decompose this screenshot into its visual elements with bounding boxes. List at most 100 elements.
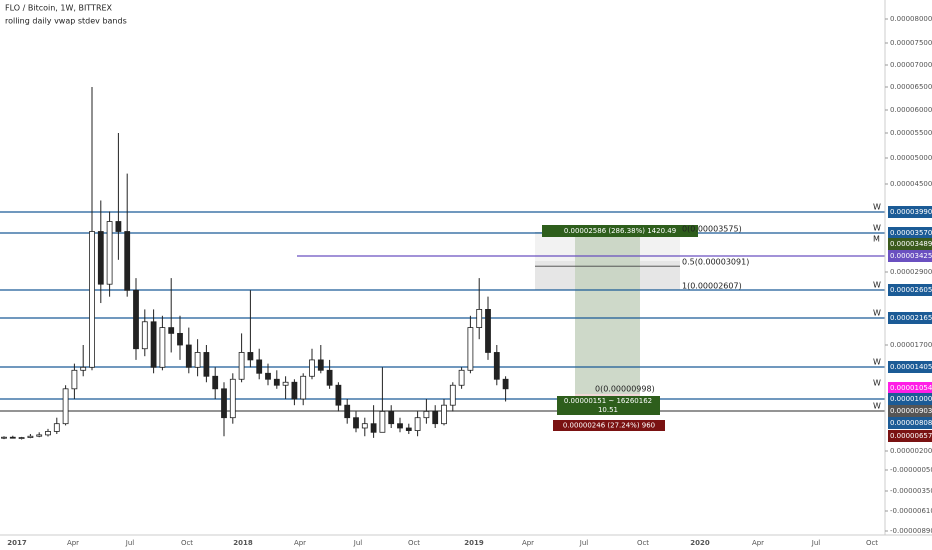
x-tick-label: 2017 — [7, 539, 27, 547]
x-tick-label: Apr — [294, 539, 306, 547]
candle-body — [273, 378, 280, 386]
candle-body — [159, 327, 166, 368]
price-badge-label: 0.00003570 — [890, 229, 932, 237]
y-tick-label: 0.00006000 — [890, 106, 932, 114]
x-tick-label: Apr — [67, 539, 79, 547]
candle-body — [124, 231, 131, 291]
position-profit-zone — [575, 233, 640, 394]
candle-body — [379, 410, 386, 433]
candle-body — [150, 321, 157, 368]
candle-body — [80, 366, 87, 371]
candle-body — [62, 388, 69, 425]
candle-body — [326, 369, 333, 386]
candle-body — [405, 427, 412, 431]
candle-body — [247, 352, 254, 361]
level-marker: W — [873, 281, 881, 290]
y-tick-label: 0.00005000 — [890, 154, 932, 162]
price-badge — [888, 393, 932, 405]
candle-body — [361, 423, 368, 429]
candle-body — [485, 309, 491, 353]
fib-label: 1(0.00002607) — [682, 281, 742, 290]
price-badge — [888, 312, 932, 324]
price-badge-label: 0.00000903 — [890, 407, 932, 415]
fib-label: 0.5(0.00003091) — [682, 258, 749, 267]
x-tick-label: Apr — [752, 539, 764, 547]
fib-label: 0(0.00003575) — [682, 224, 742, 233]
candle-body — [177, 332, 183, 346]
candle-body — [1, 436, 7, 439]
candle-body — [18, 437, 25, 439]
price-badge-label: 0.00002605 — [890, 286, 932, 294]
x-tick-label: 2020 — [690, 539, 710, 547]
candle-body — [414, 417, 421, 431]
candle-body — [203, 352, 210, 377]
price-badge-label: 0.00001000 — [890, 395, 932, 403]
y-tick-label: 0.00001700 — [890, 341, 932, 349]
candle-body — [256, 359, 263, 374]
price-badge — [888, 382, 932, 394]
level-marker: W — [873, 358, 881, 367]
price-badge-label: 0.00000657 — [890, 432, 932, 440]
candle-body — [441, 404, 447, 425]
level-marker: W — [873, 309, 881, 318]
stop-label-bg — [553, 420, 665, 431]
candle-body — [168, 327, 175, 334]
y-tick-label: 0.00007000 — [890, 61, 932, 69]
price-badge-label: 0.00002165 — [890, 314, 932, 322]
candle-body — [397, 423, 403, 429]
candle-body — [282, 381, 289, 386]
y-tick-label: 0.00004500 — [890, 180, 932, 188]
candle-body — [194, 352, 201, 368]
price-badge-label: 0.00003489 — [890, 240, 932, 248]
title: FLO / Bitcoin, 1W, BITTREX — [5, 4, 113, 13]
y-tick-label: -0.00000350 — [890, 487, 932, 495]
candle-body — [229, 378, 236, 419]
target-label: 0.00002586 (286.38%) 1420.49 — [564, 227, 676, 235]
y-tick-label: 0.00005500 — [890, 129, 932, 137]
candle-body — [467, 327, 474, 371]
candle-body — [370, 423, 377, 433]
candle-body — [71, 369, 78, 390]
candle-body — [141, 321, 148, 350]
y-tick-label: 0.00007500 — [890, 39, 932, 47]
y-tick-label: 0.00002900 — [890, 268, 932, 276]
candle-body — [353, 417, 359, 429]
price-badge — [888, 284, 932, 296]
y-tick-label: 0.00006500 — [890, 83, 932, 91]
candle-body — [317, 359, 324, 371]
candle-body — [45, 431, 51, 436]
candle-body — [9, 436, 16, 439]
candle-body — [291, 381, 298, 400]
x-tick-label: Oct — [866, 539, 878, 547]
candle-body — [212, 375, 219, 390]
y-tick-label: -0.00000610 — [890, 507, 932, 515]
x-tick-label: Oct — [637, 539, 649, 547]
candle-body — [221, 388, 227, 419]
x-tick-label: Oct — [181, 539, 193, 547]
x-tick-label: 2018 — [233, 539, 253, 547]
x-tick-label: Jul — [125, 539, 135, 547]
y-tick-label: -0.00000890 — [890, 527, 932, 535]
x-tick-label: Jul — [353, 539, 363, 547]
x-tick-label: 2019 — [464, 539, 484, 547]
candle-body — [309, 359, 315, 377]
price-badge — [888, 405, 932, 417]
candle-body — [493, 352, 500, 380]
y-tick-label: -0.00000050 — [890, 466, 932, 474]
level-marker: W — [873, 379, 881, 388]
candle-body — [115, 221, 122, 232]
plot — [0, 87, 885, 440]
level-marker: W — [873, 203, 881, 212]
price-badge-label: 0.00003425 — [890, 252, 932, 260]
x-tick-label: Jul — [579, 539, 589, 547]
level-marker: M — [873, 235, 880, 244]
y-tick-label: 0.00000200 — [890, 447, 932, 455]
candle-body — [458, 369, 465, 386]
x-tick-label: Oct — [408, 539, 420, 547]
stats-label-bg — [557, 396, 660, 415]
stop-label: 0.00000246 (27.24%) 960 — [563, 422, 655, 430]
price-badge — [888, 227, 932, 239]
candle-body — [265, 372, 271, 380]
ratio-label: 10.51 — [598, 406, 618, 414]
